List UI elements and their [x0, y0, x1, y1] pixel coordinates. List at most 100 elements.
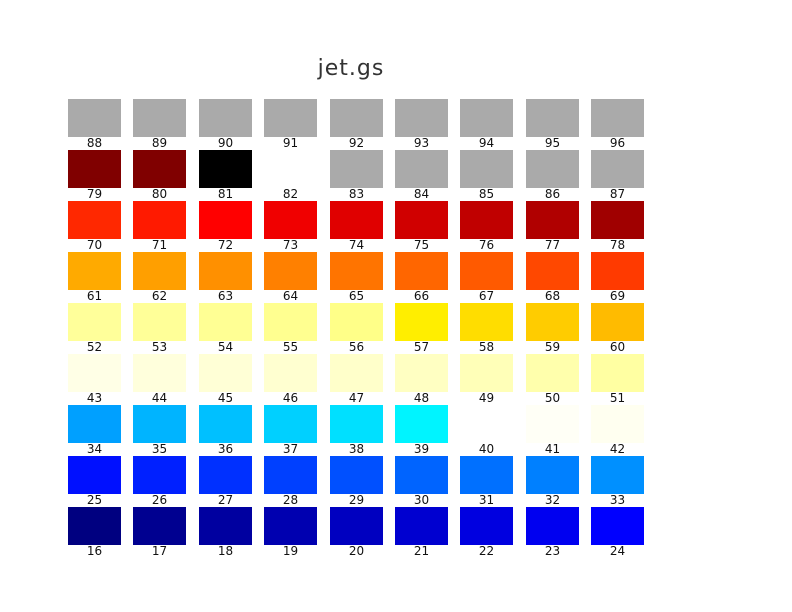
color-index-label: 31: [478, 493, 495, 507]
color-swatch: [591, 252, 644, 290]
color-index-label: 28: [282, 493, 299, 507]
color-swatch: [199, 201, 252, 239]
color-swatch: [133, 150, 186, 188]
color-index-label: 24: [609, 544, 626, 558]
color-swatch: [330, 303, 383, 341]
color-index-label: 85: [478, 187, 495, 201]
color-swatch: [526, 405, 579, 443]
color-index-label: 92: [348, 136, 365, 150]
color-swatch: [199, 405, 252, 443]
color-index-label: 36: [217, 442, 234, 456]
color-swatch: [133, 99, 186, 137]
color-swatch: [526, 354, 579, 392]
color-swatch: [460, 507, 513, 545]
color-index-label: 52: [86, 340, 103, 354]
color-swatch: [68, 456, 121, 494]
color-swatch: [460, 456, 513, 494]
color-swatch: [330, 150, 383, 188]
color-index-label: 86: [544, 187, 561, 201]
color-swatch: [68, 201, 121, 239]
color-swatch: [133, 405, 186, 443]
color-swatch: [68, 354, 121, 392]
color-swatch: [591, 303, 644, 341]
color-swatch: [68, 99, 121, 137]
color-swatch: [199, 507, 252, 545]
color-index-label: 49: [478, 391, 495, 405]
color-swatch: [395, 252, 448, 290]
color-index-label: 90: [217, 136, 234, 150]
color-index-label: 44: [151, 391, 168, 405]
color-index-label: 64: [282, 289, 299, 303]
color-swatch: [264, 507, 317, 545]
color-index-label: 93: [413, 136, 430, 150]
color-index-label: 54: [217, 340, 234, 354]
color-swatch: [133, 354, 186, 392]
color-index-label: 53: [151, 340, 168, 354]
color-swatch: [330, 99, 383, 137]
color-swatch: [133, 507, 186, 545]
color-swatch: [395, 150, 448, 188]
color-index-label: 77: [544, 238, 561, 252]
color-index-label: 89: [151, 136, 168, 150]
color-swatch: [526, 456, 579, 494]
color-index-label: 16: [86, 544, 103, 558]
color-swatch: [395, 99, 448, 137]
color-index-label: 95: [544, 136, 561, 150]
color-index-label: 75: [413, 238, 430, 252]
color-swatch: [133, 252, 186, 290]
color-swatch: [460, 201, 513, 239]
color-swatch: [395, 456, 448, 494]
color-swatch: [68, 252, 121, 290]
color-swatch: [526, 201, 579, 239]
color-index-label: 51: [609, 391, 626, 405]
color-swatch: [199, 456, 252, 494]
color-swatch: [199, 354, 252, 392]
color-index-label: 45: [217, 391, 234, 405]
color-swatch: [133, 201, 186, 239]
color-swatch: [264, 303, 317, 341]
color-swatch: [460, 405, 513, 443]
color-index-label: 70: [86, 238, 103, 252]
color-swatch: [526, 303, 579, 341]
color-index-label: 23: [544, 544, 561, 558]
color-index-label: 42: [609, 442, 626, 456]
color-index-label: 71: [151, 238, 168, 252]
page-title: jet.gs: [317, 56, 385, 81]
color-index-label: 46: [282, 391, 299, 405]
color-index-label: 96: [609, 136, 626, 150]
color-swatch: [591, 99, 644, 137]
color-index-label: 38: [348, 442, 365, 456]
color-swatch: [526, 507, 579, 545]
color-index-label: 20: [348, 544, 365, 558]
color-index-label: 50: [544, 391, 561, 405]
color-index-label: 60: [609, 340, 626, 354]
color-swatch: [199, 99, 252, 137]
color-index-label: 29: [348, 493, 365, 507]
color-index-label: 33: [609, 493, 626, 507]
color-swatch: [133, 303, 186, 341]
color-index-label: 18: [217, 544, 234, 558]
color-index-label: 21: [413, 544, 430, 558]
color-index-label: 39: [413, 442, 430, 456]
color-index-label: 79: [86, 187, 103, 201]
color-swatch: [264, 252, 317, 290]
color-swatch: [460, 354, 513, 392]
color-swatch: [68, 303, 121, 341]
color-swatch: [330, 252, 383, 290]
color-index-label: 94: [478, 136, 495, 150]
color-swatch: [591, 456, 644, 494]
color-index-label: 72: [217, 238, 234, 252]
color-index-label: 82: [282, 187, 299, 201]
color-index-label: 56: [348, 340, 365, 354]
color-swatch: [330, 201, 383, 239]
color-swatch: [264, 354, 317, 392]
color-swatch: [460, 99, 513, 137]
color-index-label: 73: [282, 238, 299, 252]
color-swatch: [330, 354, 383, 392]
color-index-label: 32: [544, 493, 561, 507]
color-swatch: [68, 150, 121, 188]
color-swatch: [591, 405, 644, 443]
color-swatch: [591, 201, 644, 239]
color-swatch: [591, 150, 644, 188]
